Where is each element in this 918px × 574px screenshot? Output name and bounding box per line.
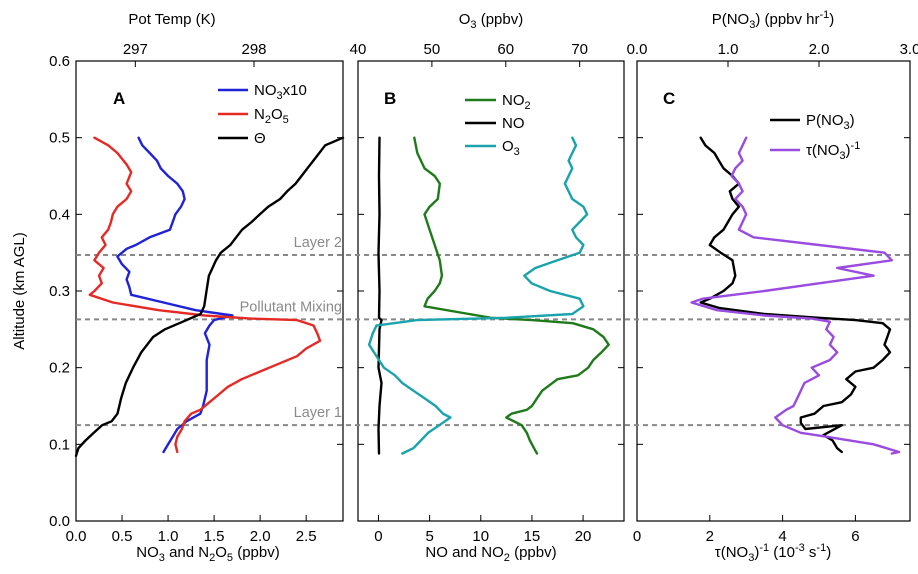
layer-annotation: Pollutant Mixing: [240, 299, 342, 315]
panel-b-legend: NO2 NO O3: [465, 92, 531, 158]
x-tick-label: 2: [706, 528, 714, 545]
top-tick-label: 40: [350, 41, 367, 58]
x-tick-label: 15: [524, 528, 541, 545]
panel-a-label: A: [113, 89, 125, 108]
x-tick-label: 0: [633, 528, 641, 545]
y-tick-label: 0.5: [49, 130, 70, 147]
legend-label-tau: τ(NO3)-1: [806, 140, 860, 162]
top-tick-label: 50: [424, 41, 441, 58]
panel-a-x-axis-label: NO3 and N2O5 (ppbv): [136, 544, 279, 564]
series-line-no31-c: [690, 136, 901, 455]
panel-c-top-axis-label: P(NO3) (ppbv hr-1): [712, 9, 835, 31]
layer-lines: [76, 253, 910, 427]
top-tick-label: 60: [497, 41, 514, 58]
panel-b-x-axis-label: NO and NO2 (ppbv): [425, 544, 556, 564]
panel-a-top-axis-label: Pot Temp (K): [128, 11, 215, 28]
panel-b: O3 (ppbv) NO and NO2 (ppbv) B NO2 NO O3: [357, 11, 625, 564]
series-line-no3x10-a: [116, 136, 234, 454]
x-tick-label: 5: [425, 528, 433, 545]
x-tick-label: 0.0: [66, 528, 87, 545]
series-line-n2o5-a: [88, 136, 322, 454]
top-tick-label: 298: [241, 41, 266, 58]
top-tick-label: 2.0: [809, 41, 830, 58]
panel-a-frame: [75, 60, 344, 522]
top-tick-label: 70: [571, 41, 588, 58]
panel-a-legend: NO3x10 N2O5 Θ: [218, 82, 307, 147]
series-line-pno3-c: [699, 136, 892, 454]
y-tick-label: 0.4: [49, 206, 70, 223]
y-tick-label: 0.0: [49, 513, 70, 530]
top-tick-label: 297: [123, 41, 148, 58]
panel-c-x-axis-label: τ(NO3)-1 (10-3 s-1): [715, 542, 831, 564]
panel-b-label: B: [384, 89, 396, 108]
top-tick-label: 0.0: [627, 41, 648, 58]
legend-label-o3: O3: [502, 138, 520, 158]
legend-label-no: NO: [502, 115, 525, 132]
panel-c-legend: P(NO3) τ(NO3)-1: [770, 112, 860, 162]
series-line-no2-b: [413, 136, 610, 455]
y-ticks: 0.0 0.1 0.2 0.3 0.4 0.5 0.6: [49, 53, 910, 530]
x-tick-label: 20: [575, 528, 592, 545]
panel-c-frame: [636, 60, 911, 522]
panel-a: Pot Temp (K) NO3 and N2O5 (ppbv) A NO3x1…: [75, 11, 344, 564]
legend-label-no2: NO2: [502, 92, 531, 112]
y-tick-label: 0.1: [49, 436, 70, 453]
series-line-no-b: [377, 136, 383, 455]
x-tick-label: 0.5: [112, 528, 133, 545]
panel-c-label: C: [663, 89, 675, 108]
x-tick-label: 6: [851, 528, 859, 545]
series-line--a: [74, 136, 345, 457]
x-tick-label: 10: [472, 528, 489, 545]
y-tick-label: 0.3: [49, 283, 70, 300]
x-tick-label: 0: [374, 528, 382, 545]
top-tick-label: 3.0: [900, 41, 918, 58]
legend-label-pno3: P(NO3): [806, 112, 855, 132]
y-axis-label: Altitude (km AGL): [11, 232, 28, 350]
legend-label-n2o5: N2O5: [254, 106, 289, 126]
y-tick-label: 0.6: [49, 53, 70, 70]
x-tick-label: 2.5: [296, 528, 317, 545]
y-tick-label: 0.2: [49, 360, 70, 377]
panel-c: P(NO3) (ppbv hr-1) τ(NO3)-1 (10-3 s-1) C…: [636, 9, 911, 564]
layer-annotation: Layer 1: [294, 405, 342, 421]
top-tick-label: 1.0: [718, 41, 739, 58]
panel-b-frame: [357, 60, 625, 522]
panel-b-top-axis-label: O3 (ppbv): [459, 11, 523, 31]
data-layer: [74, 136, 901, 457]
x-tick-label: 1.5: [204, 528, 225, 545]
layer-annotation: Layer 2: [294, 235, 342, 251]
legend-label-theta: Θ: [254, 130, 266, 147]
legend-label-no3: NO3x10: [254, 82, 307, 102]
x-tick-label: 2.0: [250, 528, 271, 545]
x-tick-label: 1.0: [158, 528, 179, 545]
x-tick-label: 4: [778, 528, 786, 545]
series-line-o3-b: [367, 136, 589, 455]
layer-annotations: Layer 2 Pollutant Mixing Layer 1: [240, 235, 342, 421]
